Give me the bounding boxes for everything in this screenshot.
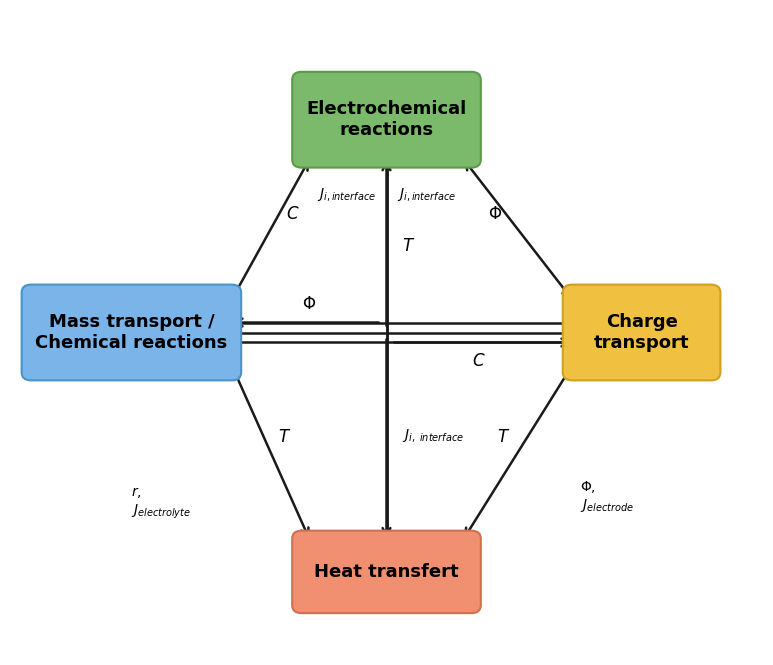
Text: $T$: $T$ [402,237,415,255]
Text: $C$: $C$ [286,205,300,223]
Text: $J_{i,\ interface}$: $J_{i,\ interface}$ [402,427,464,444]
Text: Heat transfert: Heat transfert [314,563,459,581]
Text: $\Phi$: $\Phi$ [302,295,316,313]
Text: Mass transport /
Chemical reactions: Mass transport / Chemical reactions [36,313,227,352]
FancyBboxPatch shape [292,531,481,613]
Text: $\Phi$: $\Phi$ [489,205,502,223]
Text: $T$: $T$ [278,428,291,446]
FancyBboxPatch shape [292,72,481,168]
Text: $J_{i,interface}$: $J_{i,interface}$ [317,186,376,203]
Text: $C$: $C$ [472,352,486,370]
Text: Electrochemical
reactions: Electrochemical reactions [306,100,467,139]
Text: $T$: $T$ [497,428,510,446]
FancyBboxPatch shape [22,285,241,380]
Text: $r,$
$J_{electrolyte}$: $r,$ $J_{electrolyte}$ [131,485,192,521]
Text: Charge
transport: Charge transport [594,313,690,352]
FancyBboxPatch shape [563,285,720,380]
Text: $J_{i,interface}$: $J_{i,interface}$ [397,186,456,203]
Text: $\Phi,$
$J_{electrode}$: $\Phi,$ $J_{electrode}$ [580,479,634,514]
